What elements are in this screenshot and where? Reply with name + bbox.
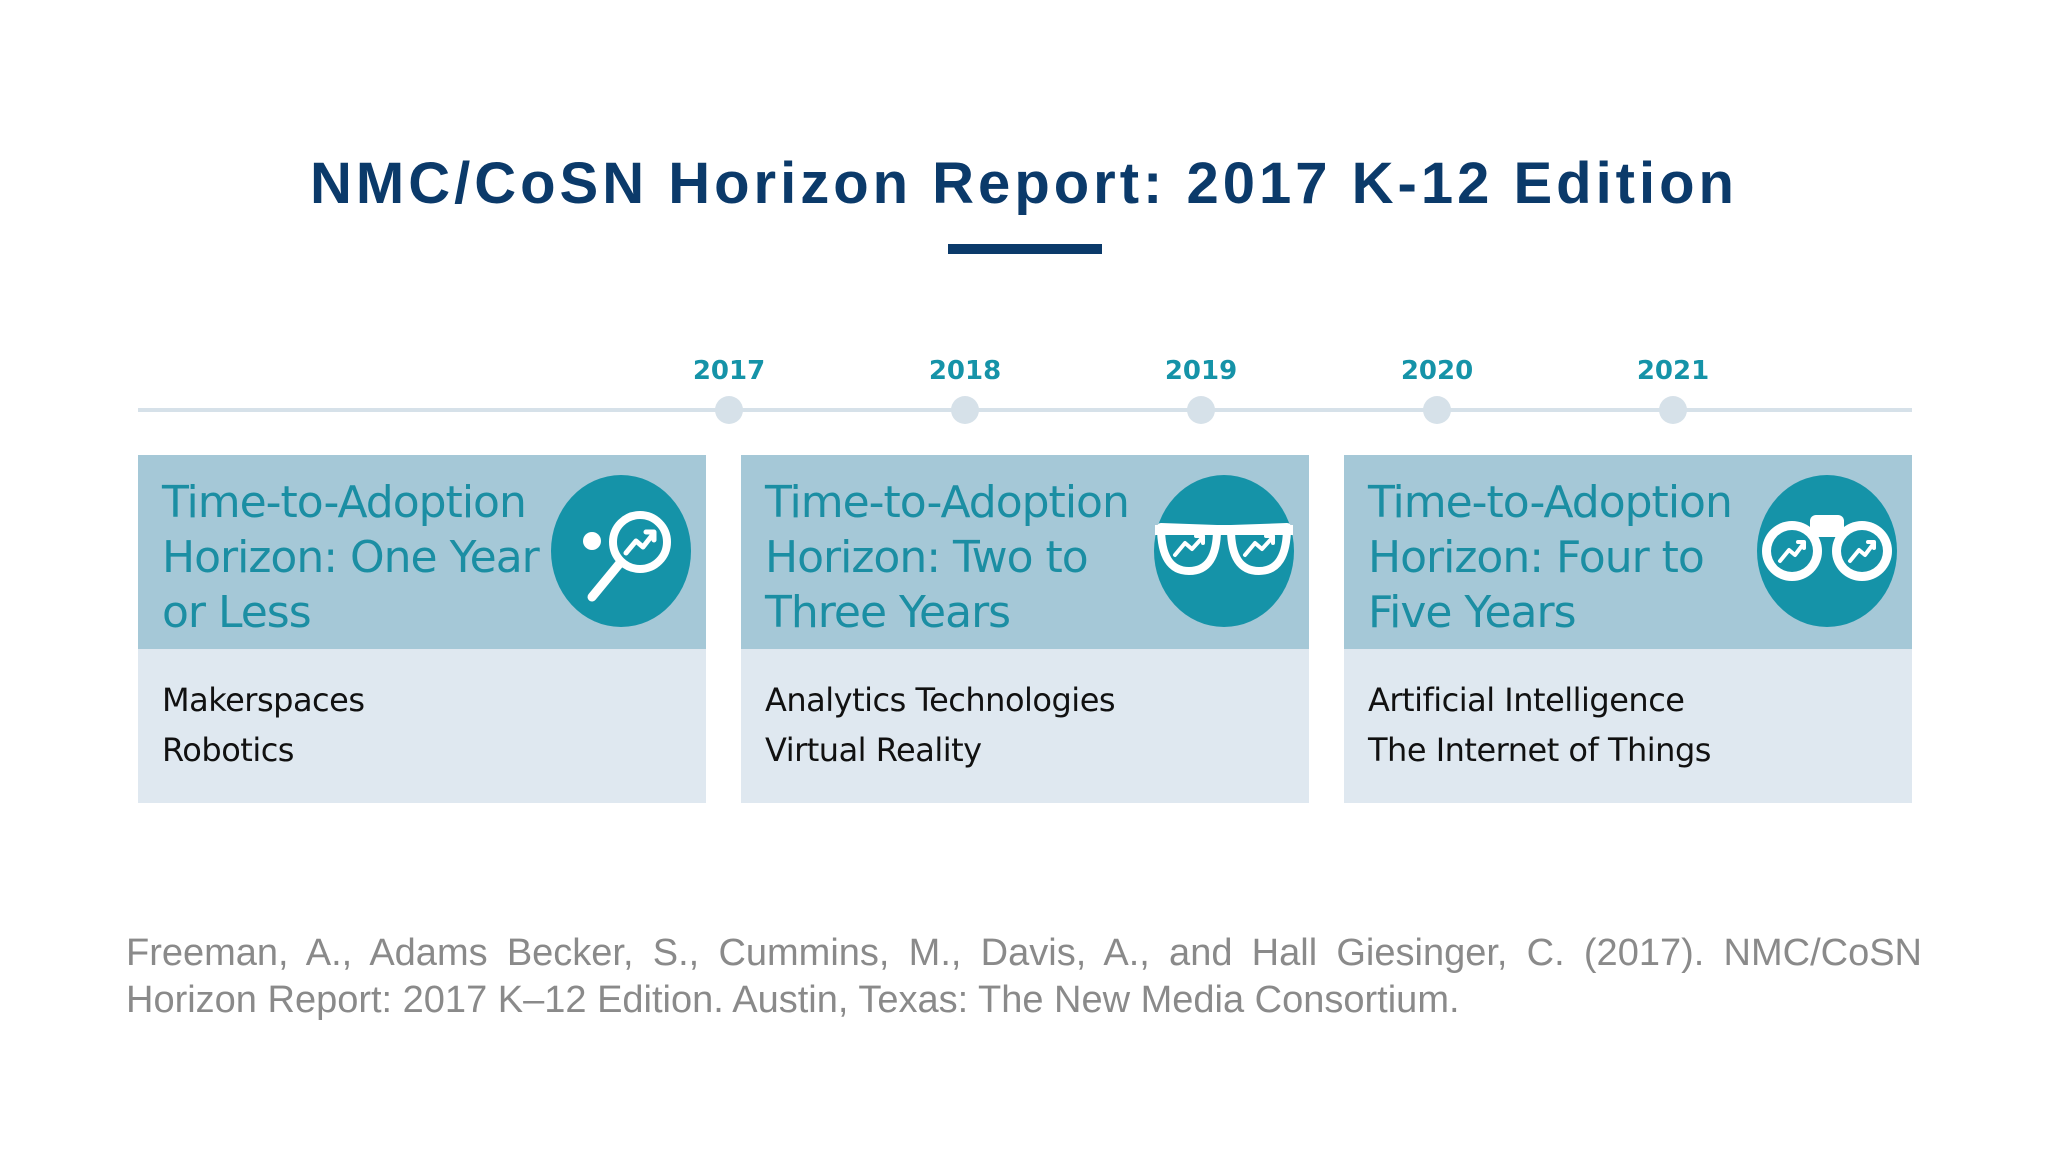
horizon-card-body: Makerspaces Robotics <box>138 649 706 803</box>
magnifier-trend-icon <box>550 475 692 627</box>
title-underline <box>948 244 1102 254</box>
horizon-title-line: Time-to-Adoption <box>1368 477 1733 528</box>
horizon-title-line: Five Years <box>1368 587 1577 638</box>
timeline-line <box>138 408 1912 412</box>
timeline-dot <box>951 396 979 424</box>
timeline-year: 2020 <box>1400 356 1474 386</box>
technology-item: Makerspaces <box>162 681 365 719</box>
horizon-card-two-three-years: Time-to-Adoption Horizon: Two to Three Y… <box>741 455 1309 803</box>
timeline-year: 2019 <box>1164 356 1238 386</box>
horizon-title-line: Time-to-Adoption <box>765 477 1130 528</box>
timeline-year: 2018 <box>928 356 1002 386</box>
horizon-card-one-year: Time-to-Adoption Horizon: One Year or Le… <box>138 455 706 803</box>
horizon-card-body: Artificial Intelligence The Internet of … <box>1344 649 1912 803</box>
technology-item: Analytics Technologies <box>765 681 1116 719</box>
horizon-title-line: Time-to-Adoption <box>162 477 527 528</box>
horizon-title-line: Horizon: One Year <box>162 532 540 583</box>
timeline-year: 2017 <box>692 356 766 386</box>
horizon-title: Time-to-Adoption Horizon: One Year or Le… <box>162 475 552 640</box>
timeline-year: 2021 <box>1636 356 1710 386</box>
horizon-title-line: or Less <box>162 587 312 638</box>
horizon-card-body: Analytics Technologies Virtual Reality <box>741 649 1309 803</box>
horizon-card-header: Time-to-Adoption Horizon: Two to Three Y… <box>741 455 1309 649</box>
horizon-title: Time-to-Adoption Horizon: Two to Three Y… <box>765 475 1155 640</box>
timeline-dot <box>1187 396 1215 424</box>
horizon-title-line: Horizon: Four to <box>1368 532 1705 583</box>
technology-item: Virtual Reality <box>765 731 982 769</box>
horizon-title: Time-to-Adoption Horizon: Four to Five Y… <box>1368 475 1758 640</box>
technology-item: Robotics <box>162 731 294 769</box>
binoculars-trend-icon <box>1756 475 1898 627</box>
horizon-card-header: Time-to-Adoption Horizon: One Year or Le… <box>138 455 706 649</box>
citation: Freeman, A., Adams Becker, S., Cummins, … <box>126 932 1922 1021</box>
timeline-dot <box>1659 396 1687 424</box>
horizon-card-four-five-years: Time-to-Adoption Horizon: Four to Five Y… <box>1344 455 1912 803</box>
timeline-dot <box>1423 396 1451 424</box>
technology-item: The Internet of Things <box>1368 731 1711 769</box>
page-title: NMC/CoSN Horizon Report: 2017 K-12 Editi… <box>310 151 1738 216</box>
timeline-dot <box>715 396 743 424</box>
horizon-card-header: Time-to-Adoption Horizon: Four to Five Y… <box>1344 455 1912 649</box>
technology-item: Artificial Intelligence <box>1368 681 1685 719</box>
glasses-trend-icon <box>1153 475 1295 627</box>
horizon-title-line: Three Years <box>765 587 1011 638</box>
horizon-title-line: Horizon: Two to <box>765 532 1089 583</box>
